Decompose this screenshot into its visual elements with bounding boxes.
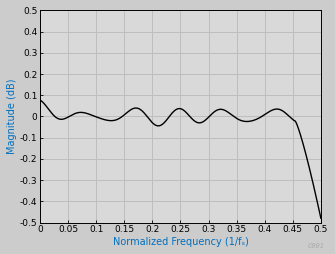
Text: C001: C001: [308, 243, 325, 249]
X-axis label: Normalized Frequency (1/fₛ): Normalized Frequency (1/fₛ): [113, 237, 249, 247]
Y-axis label: Magnitude (dB): Magnitude (dB): [7, 79, 17, 154]
